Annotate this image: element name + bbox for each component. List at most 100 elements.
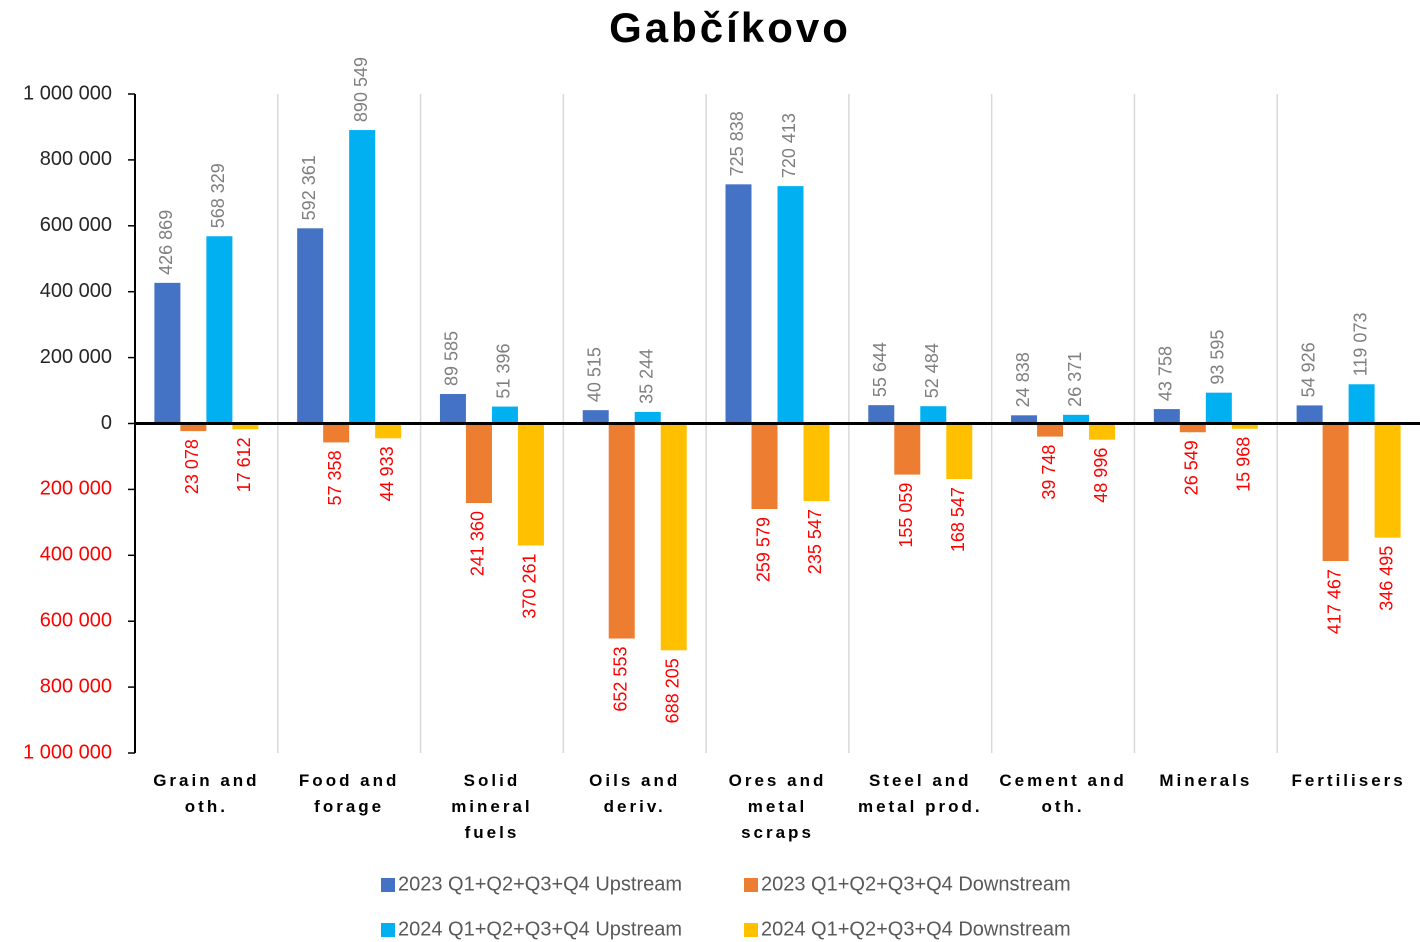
y-tick-label: 200 000 — [40, 478, 112, 500]
bar — [1153, 409, 1180, 424]
legend-swatch — [381, 878, 395, 892]
data-label: 168 547 — [948, 487, 968, 552]
x-tick-label: Oils and deriv. — [589, 771, 680, 816]
y-tick-label: 600 000 — [40, 214, 112, 236]
bar — [375, 423, 402, 439]
bar — [946, 423, 973, 480]
bar — [323, 423, 350, 443]
data-label: 17 612 — [234, 437, 254, 492]
data-label: 51 396 — [494, 344, 514, 399]
bar — [1179, 423, 1206, 433]
data-label: 241 360 — [468, 511, 488, 576]
data-label: 89 585 — [442, 331, 462, 386]
bar — [582, 410, 609, 424]
legend-label: 2023 Q1+Q2+Q3+Q4 Upstream — [398, 873, 682, 895]
legend-label: 2024 Q1+Q2+Q3+Q4 Downstream — [761, 918, 1071, 940]
data-label: 43 758 — [1156, 346, 1176, 401]
bar — [1231, 423, 1258, 429]
data-label: 592 361 — [299, 155, 319, 220]
bar — [1089, 423, 1116, 440]
bar — [1011, 415, 1038, 424]
bar — [634, 411, 661, 424]
chart-title: Gabčíkovo — [609, 4, 851, 51]
data-label: 24 838 — [1013, 352, 1033, 407]
data-label: 890 549 — [351, 57, 371, 122]
bar — [1205, 392, 1232, 424]
y-tick-label: 1 000 000 — [23, 82, 112, 104]
data-label: 23 078 — [182, 439, 202, 494]
y-tick-label: 800 000 — [40, 148, 112, 170]
data-label: 15 968 — [1234, 437, 1254, 492]
bar — [1348, 384, 1375, 424]
data-label: 155 059 — [896, 483, 916, 548]
x-tick-label: Ores and metal scraps — [729, 771, 827, 842]
bar — [517, 423, 544, 546]
bar — [1296, 405, 1323, 424]
bar — [491, 406, 518, 424]
data-label: 259 579 — [753, 517, 773, 582]
data-label: 44 933 — [377, 446, 397, 501]
data-label: 119 073 — [1350, 313, 1370, 377]
bar — [297, 228, 324, 424]
bar — [349, 130, 376, 424]
data-label: 652 553 — [610, 647, 630, 712]
data-label: 26 549 — [1182, 440, 1202, 495]
data-label: 725 838 — [727, 111, 747, 176]
data-label: 235 547 — [805, 509, 825, 574]
data-label: 40 515 — [584, 347, 604, 402]
bar — [868, 405, 895, 424]
legend-swatch — [744, 878, 758, 892]
data-label: 370 261 — [520, 554, 540, 619]
data-label: 48 996 — [1091, 448, 1111, 503]
data-label: 346 495 — [1376, 546, 1396, 611]
y-tick-label: 200 000 — [40, 346, 112, 368]
bar — [751, 423, 778, 510]
bar — [777, 186, 804, 424]
bar — [803, 423, 830, 502]
bar — [465, 423, 492, 504]
data-label: 26 371 — [1065, 352, 1085, 407]
data-label: 93 595 — [1208, 330, 1228, 385]
bar — [1322, 423, 1349, 562]
bar — [608, 423, 635, 639]
data-label: 39 748 — [1039, 445, 1059, 500]
bar — [725, 184, 752, 424]
bar — [1037, 423, 1064, 437]
data-label: 55 644 — [870, 342, 890, 397]
bar — [206, 236, 233, 424]
data-label: 35 244 — [636, 349, 656, 404]
x-tick-label: Food and forage — [299, 771, 399, 816]
x-tick-label: Solid mineral fuels — [451, 771, 532, 842]
bar — [439, 393, 466, 424]
bar — [1374, 423, 1401, 538]
data-label: 52 484 — [922, 343, 942, 398]
data-label: 54 926 — [1298, 342, 1318, 397]
data-label: 568 329 — [208, 163, 228, 228]
bar — [920, 406, 947, 424]
data-label: 688 205 — [662, 658, 682, 723]
y-tick-label: 0 — [101, 412, 112, 434]
bar — [894, 423, 921, 475]
data-label: 720 413 — [779, 113, 799, 178]
x-tick-label: Fertilisers — [1291, 771, 1405, 790]
y-tick-label: 800 000 — [40, 675, 112, 697]
y-tick-label: 400 000 — [40, 280, 112, 302]
legend-swatch — [381, 923, 395, 937]
x-tick-label: Grain and oth. — [153, 771, 259, 816]
legend-label: 2023 Q1+Q2+Q3+Q4 Downstream — [761, 873, 1071, 895]
y-tick-label: 400 000 — [40, 544, 112, 566]
bar — [232, 423, 259, 430]
x-tick-label: Minerals — [1159, 771, 1252, 790]
bar — [154, 282, 181, 424]
bar — [1063, 414, 1090, 424]
data-label: 426 869 — [156, 210, 176, 275]
bar — [180, 423, 207, 432]
data-label: 57 358 — [325, 450, 345, 505]
y-tick-label: 1 000 000 — [23, 741, 112, 763]
legend-swatch — [744, 923, 758, 937]
legend-label: 2024 Q1+Q2+Q3+Q4 Upstream — [398, 918, 682, 940]
x-tick-label: Cement and oth. — [999, 771, 1126, 816]
x-tick-label: Steel and metal prod. — [858, 771, 983, 816]
bar — [660, 423, 687, 651]
